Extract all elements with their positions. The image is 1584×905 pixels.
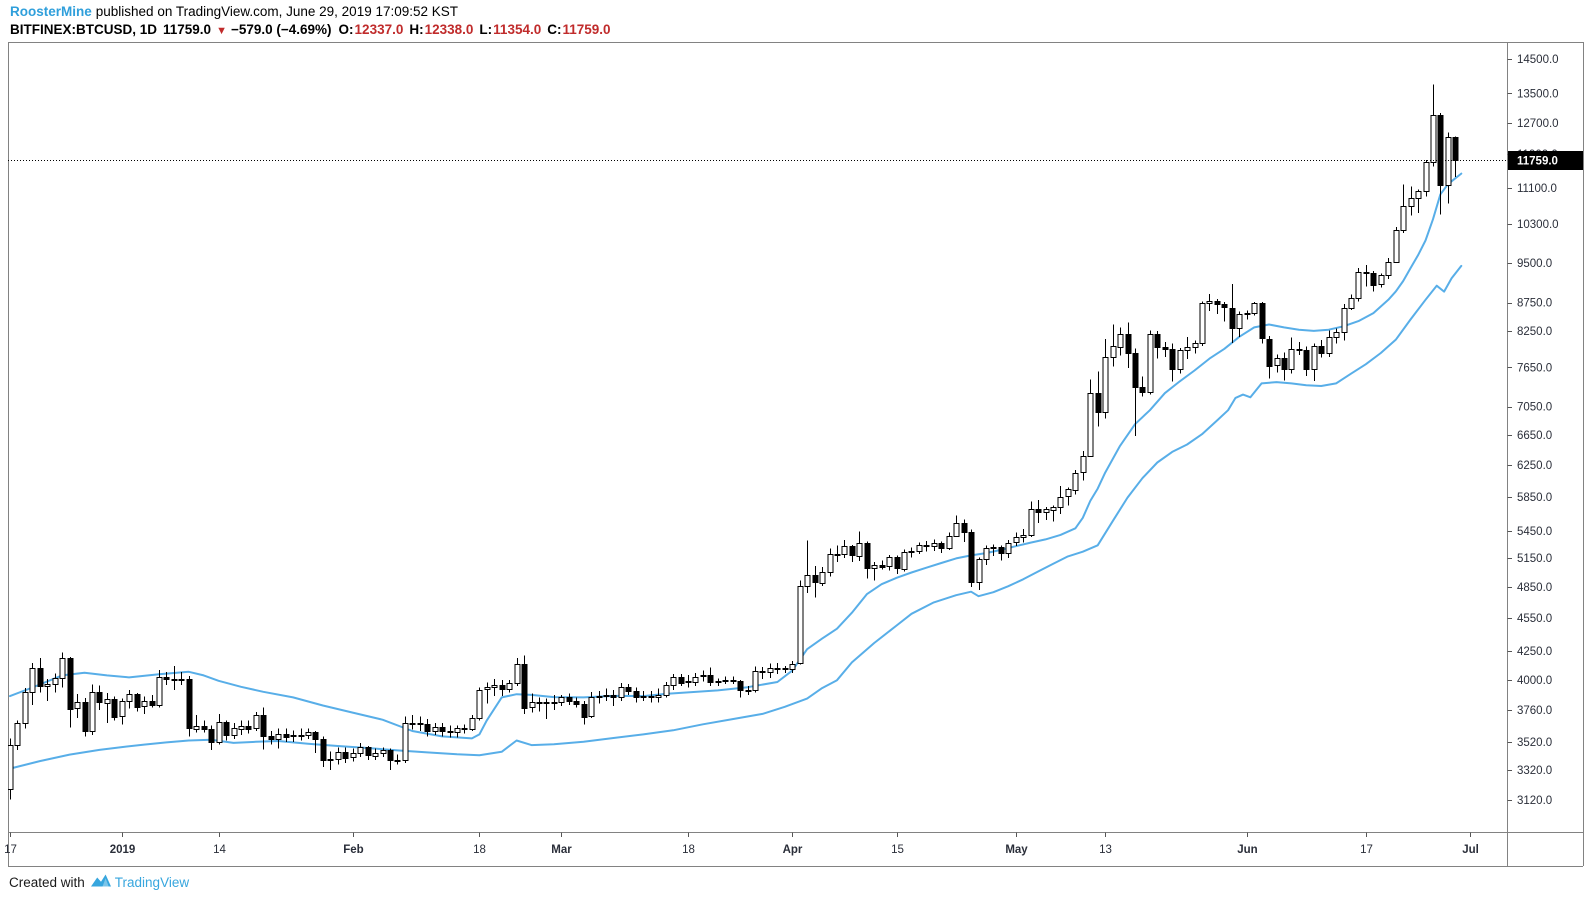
legend-change: −579.0 (−4.69%) xyxy=(230,22,332,37)
svg-text:11759.0: 11759.0 xyxy=(1517,156,1558,168)
svg-text:3760.0: 3760.0 xyxy=(1517,705,1552,717)
svg-text:13: 13 xyxy=(1099,844,1112,856)
svg-text:May: May xyxy=(1005,844,1028,856)
svg-text:18: 18 xyxy=(682,844,695,856)
svg-text:5450.0: 5450.0 xyxy=(1517,526,1552,538)
svg-text:4550.0: 4550.0 xyxy=(1517,613,1552,625)
tradingview-brand-text: TradingView xyxy=(114,874,190,890)
svg-text:7650.0: 7650.0 xyxy=(1517,362,1552,374)
svg-text:13500.0: 13500.0 xyxy=(1517,88,1559,100)
price-axis[interactable] xyxy=(1507,42,1583,832)
ma_slow-line xyxy=(9,264,1463,770)
last-price-label: 11759.0 xyxy=(1508,151,1583,170)
svg-text:Jul: Jul xyxy=(1462,844,1479,856)
svg-text:18: 18 xyxy=(473,844,486,856)
svg-text:14: 14 xyxy=(213,844,226,856)
svg-text:11100.0: 11100.0 xyxy=(1517,183,1557,195)
legend-low-value: 11354.0 xyxy=(493,22,542,37)
svg-text:4000.0: 4000.0 xyxy=(1517,675,1552,687)
svg-text:6650.0: 6650.0 xyxy=(1517,430,1552,442)
time-axis[interactable] xyxy=(8,832,1507,866)
svg-text:Feb: Feb xyxy=(343,844,363,856)
svg-text:17: 17 xyxy=(4,844,17,856)
x-axis-labels: 17 2019 14 Feb 18 Mar 18 Apr 15 May 13 Jun 17 Jul xyxy=(4,832,1479,856)
svg-text:8750.0: 8750.0 xyxy=(1517,298,1552,310)
candles-layer xyxy=(8,84,1459,800)
svg-text:12700.0: 12700.0 xyxy=(1517,118,1559,130)
svg-text:15: 15 xyxy=(891,844,904,856)
svg-text:3120.0: 3120.0 xyxy=(1517,795,1552,807)
down-arrow-icon: ▼ xyxy=(216,25,227,37)
legend-high-value: 12338.0 xyxy=(424,22,474,37)
legend-last-price: 11759.0 xyxy=(163,22,212,37)
svg-text:4250.0: 4250.0 xyxy=(1517,646,1552,658)
ma_fast-line xyxy=(9,172,1463,740)
publish-line: RoosterMine published on TradingView.com,… xyxy=(10,3,617,21)
svg-text:5850.0: 5850.0 xyxy=(1517,492,1552,504)
svg-text:7050.0: 7050.0 xyxy=(1517,402,1552,414)
svg-text:Mar: Mar xyxy=(551,844,572,856)
svg-text:2019: 2019 xyxy=(110,844,136,856)
svg-text:4850.0: 4850.0 xyxy=(1517,582,1552,594)
svg-text:6250.0: 6250.0 xyxy=(1517,460,1552,472)
symbol-title: BITFINEX:BTCUSD, 1D xyxy=(10,22,158,37)
svg-text:3520.0: 3520.0 xyxy=(1517,737,1552,749)
legend-low-label: L: xyxy=(479,22,493,37)
svg-text:Jun: Jun xyxy=(1237,844,1257,856)
svg-text:Apr: Apr xyxy=(783,844,803,856)
tradingview-logo-icon xyxy=(90,873,112,891)
symbol-legend: BITFINEX:BTCUSD, 1D 11759.0 ▼ −579.0 (−4.69… xyxy=(10,21,617,40)
author-link[interactable]: RoosterMine xyxy=(10,4,92,19)
published-text: published on TradingView.com, June 29, 2… xyxy=(95,4,459,19)
svg-text:9500.0: 9500.0 xyxy=(1517,258,1552,270)
tradingview-link[interactable]: TradingView xyxy=(90,873,189,891)
legend-close-label: C: xyxy=(547,22,562,37)
svg-text:5150.0: 5150.0 xyxy=(1517,553,1552,565)
svg-text:3320.0: 3320.0 xyxy=(1517,765,1552,777)
svg-text:17: 17 xyxy=(1360,844,1373,856)
svg-text:8250.0: 8250.0 xyxy=(1517,326,1552,338)
footer: Created with TradingView xyxy=(9,873,189,891)
legend-close-value: 11759.0 xyxy=(562,22,611,37)
header: RoosterMine published on TradingView.com,… xyxy=(10,3,617,40)
created-with-text: Created with xyxy=(9,874,85,890)
svg-text:10300.0: 10300.0 xyxy=(1517,219,1559,231)
legend-open-value: 12337.0 xyxy=(354,22,404,37)
y-axis-labels: 14500.013500.012700.011900.011100.010300… xyxy=(1507,54,1559,807)
legend-open-label: O: xyxy=(338,22,354,37)
svg-text:14500.0: 14500.0 xyxy=(1517,54,1559,66)
legend-high-label: H: xyxy=(409,22,424,37)
